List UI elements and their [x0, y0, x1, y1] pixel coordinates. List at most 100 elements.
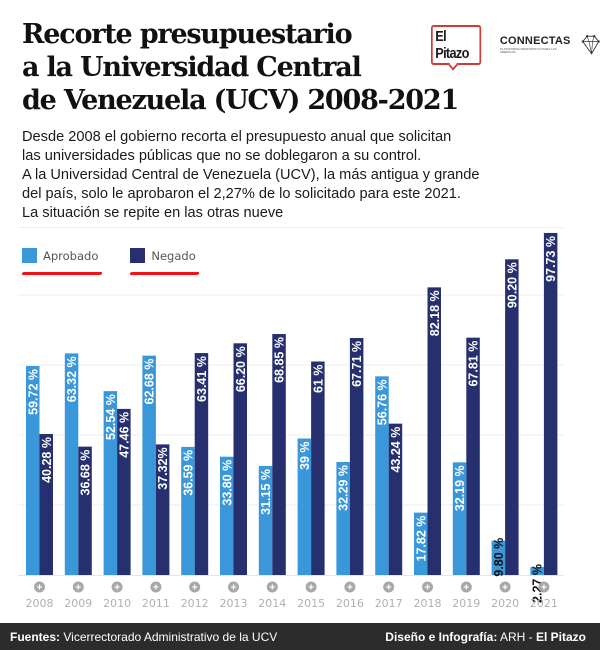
sources-value: Vicerrectorado Administrativo de la UCV — [63, 629, 278, 644]
logos: El Pitazo CONNECTAS PLATAFORMA PERIODÍST… — [431, 25, 600, 65]
bar-negado-2015 — [311, 361, 325, 575]
bar-negado-2008 — [39, 434, 53, 575]
x-tick-label: 2014 — [258, 597, 286, 610]
bar-data-label: 32.19 % — [453, 465, 467, 511]
bar-aprobado-2020 — [491, 540, 506, 575]
bar-data-label: 62.68 % — [143, 359, 157, 405]
x-tick-label: 2017 — [375, 597, 403, 610]
legend-label: Negado — [151, 248, 196, 263]
bar-data-label: 33.80 % — [220, 460, 234, 506]
bar-data-label: 56.76 % — [375, 379, 389, 425]
bar-negado-2019 — [466, 337, 480, 575]
page-title: Recorte presupuestario a la Universidad … — [22, 18, 459, 117]
bar-aprobado-2010 — [103, 391, 118, 575]
title-line: a la Universidad Central — [22, 52, 362, 83]
x-tick-label: 2011 — [142, 597, 170, 610]
bar-aprobado-2015 — [297, 438, 312, 575]
bar-data-label: 67.71 % — [350, 341, 364, 387]
divider — [18, 227, 564, 228]
x-tick-label: 2020 — [491, 597, 519, 610]
legend-swatch-negado — [130, 248, 146, 263]
bar-data-label: 36.68 % — [79, 450, 93, 496]
bar-negado-2013 — [233, 343, 247, 575]
diamond-icon — [581, 35, 600, 55]
bar-data-label: 66.20 % — [234, 346, 248, 392]
bar-data-label: 9.80 % — [492, 538, 506, 577]
credits-label: Diseño e Infografía: — [385, 629, 498, 644]
sources: Fuentes: Vicerrectorado Administrativo d… — [10, 630, 277, 644]
footer: Fuentes: Vicerrectorado Administrativo d… — [0, 623, 600, 650]
description-line: Desde 2008 el gobierno recorta el presup… — [22, 129, 452, 145]
credits-brand: El Pitazo — [535, 629, 586, 644]
x-tick-label: 2012 — [181, 597, 209, 610]
bar-data-label: 32.29 % — [337, 465, 351, 511]
bar-chart: 59.72 % 40.28 % 2008 63.32 % 36.68 % 2009 52.5… — [18, 232, 564, 610]
bar-data-label: 39 % — [298, 442, 312, 471]
description-line: las universidades públicas que no se dob… — [22, 148, 422, 164]
bar-negado-2017 — [388, 423, 403, 575]
description-line: del país, solo le aprobaron el 2,27% de … — [22, 186, 461, 202]
connectas-name: CONNECTAS — [499, 35, 571, 47]
bar-negado-2021 — [543, 232, 558, 575]
bar-aprobado-2011 — [142, 355, 156, 575]
bar-aprobado-2009 — [64, 353, 79, 575]
x-tick-label: 2019 — [452, 597, 480, 610]
bar-data-label: 61 % — [311, 365, 325, 394]
bar-data-label: 31.15 % — [259, 469, 273, 515]
bar-aprobado-2014 — [258, 465, 273, 575]
bar-data-label: 36.59 % — [181, 450, 195, 496]
bar-aprobado-2016 — [336, 461, 350, 575]
bar-data-label: 97.73 % — [544, 236, 558, 282]
bar-aprobado-2019 — [452, 462, 467, 575]
x-tick-label: 2013 — [220, 597, 248, 610]
legend-swatch-aprobado — [22, 248, 37, 263]
bar-aprobado-2018 — [414, 512, 428, 575]
credits-value: ARH - — [499, 629, 536, 644]
legend-item-aprobado[interactable]: Aprobado — [21, 248, 103, 275]
connectas-tagline: PLATAFORMA PERIODÍSTICA PARA LAS AMÉRICA… — [499, 47, 557, 54]
bar-data-label: 37.32% — [156, 447, 170, 489]
bar-data-label: 63.32 % — [65, 356, 79, 402]
legend-label: Aprobado — [43, 248, 99, 263]
bar-aprobado-2017 — [375, 376, 389, 575]
bar-data-label: 63.41 % — [195, 356, 209, 402]
bar-data-label: 52.54 % — [104, 394, 118, 440]
bar-negado-2020 — [505, 259, 519, 575]
sources-label: Fuentes: — [10, 629, 61, 644]
bar-aprobado-2008 — [26, 365, 40, 575]
description: Desde 2008 el gobierno recorta el presup… — [22, 128, 480, 223]
bar-data-label: 47.46 % — [117, 412, 131, 458]
description-line: La situación se repite en las otras nuev… — [22, 205, 284, 221]
title-line: Recorte presupuestario — [22, 19, 353, 50]
bar-data-label: 40.28 % — [40, 437, 54, 483]
bar-data-label: 67.81 % — [467, 341, 481, 387]
bar-aprobado-2012 — [181, 446, 195, 575]
bar-data-label: 43.24 % — [389, 427, 403, 473]
description-line: A la Universidad Central de Venezuela (U… — [22, 167, 480, 183]
bar-data-label: 68.85 % — [273, 337, 287, 383]
bar-data-label: 90.20 % — [505, 262, 519, 308]
el-pitazo-logo: El Pitazo — [431, 25, 482, 65]
x-tick-label: 2010 — [103, 597, 131, 610]
legend-item-negado[interactable]: Negado — [129, 248, 201, 275]
bar-data-label: 59.72 % — [26, 369, 40, 415]
x-tick-label: 2009 — [64, 597, 92, 610]
x-tick-label: 2016 — [336, 597, 364, 610]
bar-negado-2012 — [194, 353, 209, 575]
bar-aprobado-2013 — [220, 456, 234, 575]
bar-negado-2016 — [349, 338, 364, 575]
bar-negado-2018 — [427, 287, 441, 575]
x-tick-label: 2015 — [297, 597, 325, 610]
bar-negado-2011 — [155, 444, 170, 575]
chart-legend: Aprobado Negado — [21, 248, 201, 275]
connectas-logo: CONNECTAS PLATAFORMA PERIODÍSTICA PARA L… — [500, 36, 571, 54]
bar-data-label: 82.18 % — [428, 290, 442, 336]
credits: Diseño e Infografía: ARH - El Pitazo — [385, 630, 586, 644]
x-tick-label: 2021 — [530, 597, 558, 610]
x-tick-label: 2018 — [414, 597, 442, 610]
title-line: de Venezuela (UCV) 2008-2021 — [22, 85, 459, 116]
bar-data-label: 2.27 % — [531, 564, 545, 603]
x-tick-label: 2008 — [26, 597, 54, 610]
bar-aprobado-2021 — [530, 567, 544, 575]
bar-negado-2014 — [272, 334, 286, 575]
